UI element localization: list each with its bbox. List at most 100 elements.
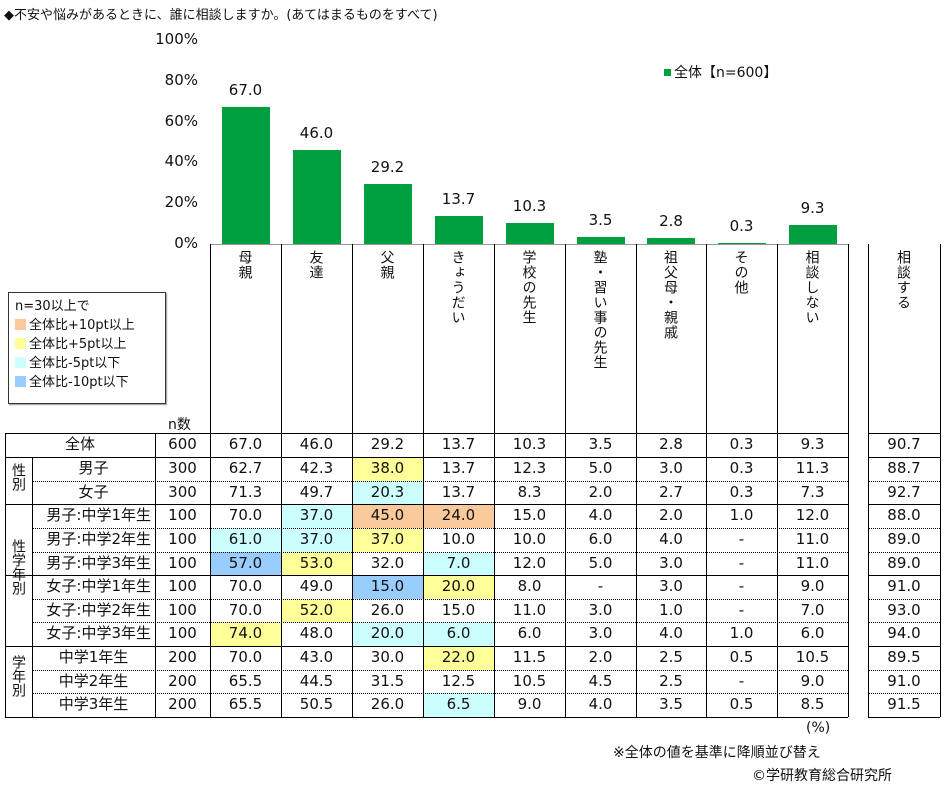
- column-divider: [5, 433, 6, 717]
- table-cell: 70.0: [228, 506, 263, 524]
- table-cell: 65.5: [228, 695, 263, 713]
- bar-1: [292, 150, 341, 244]
- row-divider: [32, 693, 848, 694]
- group-label: 性学年別: [10, 539, 26, 595]
- table-cell: 91.0: [887, 577, 921, 595]
- table-cell: 70.0: [228, 577, 263, 595]
- table-cell: 48.0: [299, 624, 334, 642]
- bar-value-label: 10.3: [512, 196, 547, 215]
- table-cell: 7.0: [800, 601, 825, 619]
- table-cell: 11.0: [512, 601, 547, 619]
- table-cell: -: [738, 577, 745, 595]
- table-cell: 10.0: [441, 530, 476, 548]
- column-divider: [210, 244, 211, 434]
- column-divider: [706, 244, 707, 434]
- table-cell: 3.0: [659, 459, 683, 477]
- table-cell: 0.3: [729, 459, 754, 477]
- table-cell: 3.0: [659, 554, 683, 572]
- row-label: 男子:中学3年生: [46, 554, 151, 572]
- table-cell: 10.3: [512, 435, 547, 453]
- column-divider: [940, 433, 941, 717]
- row-divider: [868, 504, 940, 505]
- table-cell: -: [738, 672, 745, 690]
- table-cell: 1.0: [729, 624, 754, 642]
- table-cell: 88.0: [887, 506, 921, 524]
- swatch-o: [15, 319, 26, 330]
- column-divider: [868, 433, 869, 717]
- table-cell: 3.0: [588, 601, 613, 619]
- x-axis-line: [210, 244, 848, 245]
- legend-item-label: 全体比-5pt以下: [29, 356, 121, 371]
- table-cell: 11.0: [795, 554, 830, 572]
- table-cell: 4.5: [588, 672, 613, 690]
- table-cell: 38.0: [352, 457, 423, 481]
- column-header: 友達: [307, 250, 324, 280]
- row-divider: [868, 457, 940, 458]
- table-cell: 8.5: [800, 695, 825, 713]
- table-cell: 4.0: [588, 506, 613, 524]
- table-cell: 92.7: [887, 483, 921, 501]
- table-cell: 2.0: [659, 506, 683, 524]
- column-header: 父親: [378, 250, 395, 280]
- table-cell: 0.5: [729, 648, 754, 666]
- column-header: 学校の先生: [520, 250, 537, 325]
- table-cell: 52.0: [281, 599, 352, 622]
- y-tick-label: 80%: [164, 70, 198, 89]
- table-cell: 89.0: [887, 554, 921, 572]
- table-cell: 30.0: [370, 648, 405, 666]
- column-divider: [777, 244, 778, 434]
- row-label: 男子:中学2年生: [46, 530, 151, 548]
- table-cell: 7.0: [423, 552, 494, 575]
- table-cell: 15.0: [441, 601, 476, 619]
- y-tick-label: 40%: [164, 152, 198, 171]
- row-divider: [868, 481, 940, 482]
- column-divider: [848, 244, 849, 434]
- row-n: 200: [168, 695, 197, 713]
- column-header: 相談しない: [803, 250, 820, 325]
- table-cell: 9.3: [800, 435, 825, 453]
- row-divider: [32, 481, 848, 482]
- table-cell: 43.0: [299, 648, 334, 666]
- table-cell: 6.0: [517, 624, 542, 642]
- table-cell: 29.2: [370, 435, 405, 453]
- bar-value-label: 3.5: [588, 210, 613, 229]
- column-header: その他: [732, 250, 749, 295]
- legend-item: 全体比+5pt以上: [15, 335, 159, 354]
- table-cell: 11.0: [795, 530, 830, 548]
- column-header: 塾・習い事の先生: [591, 250, 608, 370]
- column-divider: [636, 244, 637, 434]
- table-cell: 5.0: [588, 459, 613, 477]
- row-divider: [868, 670, 940, 671]
- table-cell: 3.5: [659, 695, 683, 713]
- row-divider: [868, 528, 940, 529]
- bar-5: [576, 236, 625, 244]
- table-cell: 2.0: [588, 483, 613, 501]
- row-n: 200: [168, 672, 197, 690]
- column-divider: [940, 244, 941, 434]
- column-divider: [32, 457, 33, 717]
- table-cell: 9.0: [517, 695, 542, 713]
- table-cell: 1.0: [729, 506, 754, 524]
- table-cell: 12.0: [795, 506, 830, 524]
- table-cell: 1.0: [659, 601, 683, 619]
- table-cell: 20.0: [423, 575, 494, 599]
- swatch-y: [15, 338, 26, 349]
- row-divider: [5, 457, 848, 458]
- table-cell: 45.0: [352, 504, 423, 528]
- table-cell: 89.5: [887, 648, 921, 666]
- n-header: n数: [168, 417, 191, 433]
- table-cell: 65.5: [228, 672, 263, 690]
- row-divider: [868, 717, 940, 718]
- table-cell: 0.5: [729, 695, 754, 713]
- table-cell: 32.0: [370, 554, 405, 572]
- row-divider: [5, 646, 848, 647]
- table-cell: 93.0: [887, 601, 921, 619]
- table-cell: 70.0: [228, 648, 263, 666]
- swatch-c: [15, 357, 26, 368]
- y-tick-label: 0%: [174, 234, 198, 252]
- swatch-b: [15, 376, 26, 387]
- row-n: 300: [168, 483, 197, 501]
- legend-item: 全体比+10pt以上: [15, 316, 159, 335]
- table-cell: 57.0: [210, 552, 281, 575]
